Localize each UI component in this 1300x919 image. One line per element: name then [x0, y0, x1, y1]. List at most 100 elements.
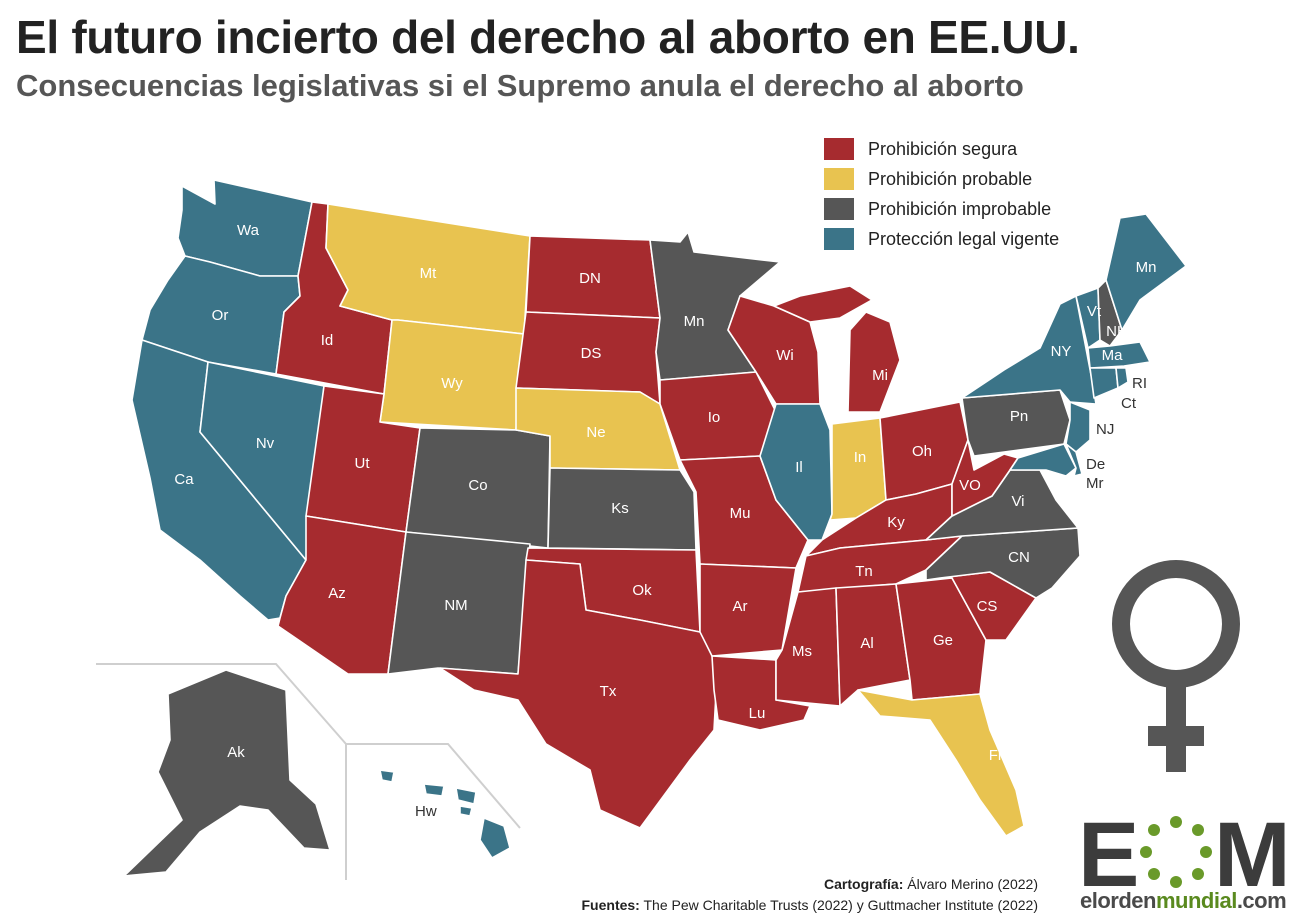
state-nj	[1065, 401, 1091, 453]
label-ge: Ge	[933, 632, 953, 649]
credit-cartografia-label: Cartografía:	[824, 876, 904, 892]
label-mu: Mu	[730, 505, 751, 522]
state-ri	[1115, 367, 1129, 389]
state-ks	[547, 467, 697, 551]
label-oh: Oh	[912, 443, 932, 460]
credit-fuentes: Fuentes: The Pew Charitable Trusts (2022…	[582, 895, 1039, 916]
label-cn: CN	[1008, 549, 1030, 566]
eom-logo-icon: E M	[1078, 812, 1288, 890]
label-ms: Ms	[792, 643, 812, 660]
label-hw: Hw	[415, 803, 437, 820]
label-in: In	[854, 449, 867, 466]
logo-letter-e: E	[1078, 812, 1139, 890]
label-al: Al	[860, 635, 873, 652]
venus-symbol-icon	[1112, 560, 1240, 772]
label-pn: Pn	[1010, 408, 1028, 425]
credit-cartografia-value: Álvaro Merino (2022)	[907, 876, 1038, 892]
credits: Cartografía: Álvaro Merino (2022) Fuente…	[582, 874, 1039, 916]
label-io: Io	[708, 409, 721, 426]
label-ny: NY	[1051, 343, 1072, 360]
label-ks: Ks	[611, 500, 629, 517]
label-nh: NH	[1106, 323, 1128, 340]
state-mi	[847, 311, 901, 413]
inset-frame-hawaii	[346, 743, 521, 829]
legend-item-probable: Prohibición probable	[824, 164, 1059, 194]
label-de: De	[1086, 456, 1105, 473]
state-labels-outside: RI Ct NJ De Mr Hw	[415, 375, 1147, 820]
label-mn: Mn	[684, 313, 705, 330]
logo-letter-m: M	[1214, 812, 1288, 890]
legend: Prohibición segura Prohibición probable …	[824, 134, 1059, 254]
state-ct	[1089, 367, 1119, 399]
legend-item-improbable: Prohibición improbable	[824, 194, 1059, 224]
state-tx	[439, 559, 719, 829]
legend-label: Protección legal vigente	[868, 228, 1060, 249]
state-md	[1009, 443, 1077, 477]
state-de	[1065, 443, 1083, 477]
label-nv: Nv	[256, 435, 275, 452]
legend-label: Prohibición improbable	[868, 198, 1052, 219]
label-wy: Wy	[441, 375, 463, 392]
label-ma: Ma	[1102, 347, 1123, 364]
inset-frame-alaska	[96, 663, 347, 745]
credit-fuentes-value: The Pew Charitable Trusts (2022) y Guttm…	[643, 897, 1038, 913]
legend-label: Prohibición probable	[868, 168, 1033, 189]
label-mt: Mt	[420, 265, 437, 282]
label-fl: Fl	[989, 747, 1002, 764]
label-mi: Mi	[872, 367, 888, 384]
label-az: Az	[328, 585, 346, 602]
legend-item-seguro: Prohibición segura	[824, 134, 1059, 164]
logo-site-text: elordenmundial.com	[1080, 888, 1287, 914]
label-id: Id	[321, 332, 334, 349]
map-title: El futuro incierto del derecho al aborto…	[16, 11, 1080, 63]
label-vi: Vi	[1011, 493, 1024, 510]
logo-site-a: elorden	[1080, 888, 1156, 913]
logo-site-b: mundial	[1155, 888, 1237, 913]
label-ky: Ky	[887, 514, 905, 531]
label-me: Mn	[1136, 259, 1157, 276]
label-co: Co	[468, 477, 487, 494]
label-tx: Tx	[600, 683, 617, 700]
legend-swatch	[824, 138, 854, 160]
label-ct: Ct	[1121, 395, 1137, 412]
label-cs: CS	[977, 598, 998, 615]
legend-item-proteccion: Protección legal vigente	[824, 224, 1059, 254]
label-ca: Ca	[174, 471, 194, 488]
legend-swatch	[824, 228, 854, 250]
label-nj: NJ	[1096, 421, 1114, 438]
state-hw	[379, 769, 511, 859]
logo-site-c: .com	[1236, 888, 1287, 913]
label-nm: NM	[444, 597, 467, 614]
label-or: Or	[212, 307, 229, 324]
state-ny	[961, 295, 1097, 405]
label-ri: RI	[1132, 375, 1147, 392]
label-tn: Tn	[855, 563, 873, 580]
label-ak: Ak	[227, 744, 245, 761]
label-dn: DN	[579, 270, 601, 287]
label-ds: DS	[581, 345, 602, 362]
state-nh	[1097, 279, 1123, 347]
credit-fuentes-label: Fuentes:	[581, 897, 640, 913]
label-md: Mr	[1086, 475, 1104, 492]
legend-swatch	[824, 198, 854, 220]
label-vo: VO	[959, 477, 981, 494]
label-wi: Wi	[776, 347, 794, 364]
label-il: Il	[795, 459, 803, 476]
label-vt: Vt	[1087, 303, 1102, 320]
label-lu: Lu	[749, 705, 766, 722]
state-ar	[699, 563, 797, 657]
state-me	[1105, 213, 1187, 331]
state-al	[835, 583, 911, 707]
label-wa: Wa	[237, 222, 260, 239]
label-ut: Ut	[355, 455, 371, 472]
legend-swatch	[824, 168, 854, 190]
state-labels: Wa Or Ca Nv Id Mt Wy Ut Az Co NM DN DS N…	[174, 222, 1156, 764]
label-ar: Ar	[733, 598, 748, 615]
logo-ring-icon	[1140, 816, 1212, 888]
label-ne: Ne	[586, 424, 605, 441]
state-mi-upper	[773, 285, 873, 323]
map-subtitle: Consecuencias legislativas si el Supremo…	[16, 68, 1024, 103]
state-fl	[857, 689, 1025, 837]
state-ak	[123, 669, 331, 877]
